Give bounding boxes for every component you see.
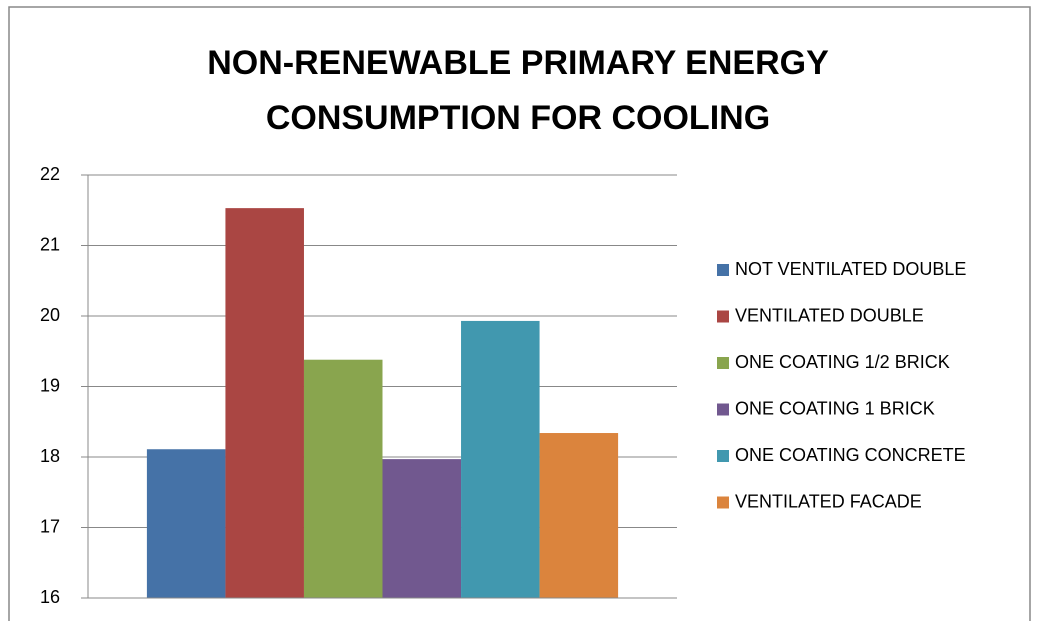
bar: [303, 359, 383, 598]
legend-swatch: [717, 310, 729, 323]
bar: [382, 459, 462, 598]
legend-swatch: [717, 403, 729, 416]
y-tick-label: 22: [40, 164, 60, 184]
legend-label: NOT VENTILATED DOUBLE: [735, 259, 966, 279]
y-tick-label: 18: [40, 446, 60, 466]
legend-swatch: [717, 496, 729, 509]
legend-label: VENTILATED DOUBLE: [735, 305, 924, 325]
legend-label: ONE COATING CONCRETE: [735, 445, 966, 465]
bar: [225, 208, 304, 598]
y-tick-label: 20: [40, 305, 60, 325]
legend-swatch: [717, 450, 729, 462]
y-tick-label: 16: [40, 587, 60, 607]
chart-title: NON-RENEWABLE PRIMARY ENERGY CONSUMPTION…: [207, 44, 829, 137]
legend-swatch: [717, 264, 729, 276]
legend-swatch: [717, 357, 729, 369]
bar: [539, 433, 619, 598]
y-tick-label: 21: [40, 234, 60, 254]
legend-label: ONE COATING 1 BRICK: [735, 398, 935, 418]
legend-label: ONE COATING 1/2 BRICK: [735, 352, 950, 372]
bar: [461, 320, 540, 598]
y-tick-label: 17: [40, 516, 60, 536]
bar: [146, 449, 226, 598]
y-tick-label: 19: [40, 375, 60, 395]
legend-label: VENTILATED FACADE: [735, 491, 922, 511]
